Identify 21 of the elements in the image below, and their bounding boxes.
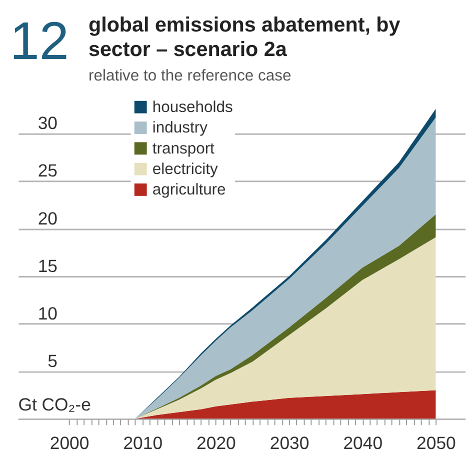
x-tick-label: 2050 (416, 432, 456, 453)
legend-label: transport (152, 140, 216, 158)
legend-label: electricity (152, 160, 218, 178)
y-tick-label: 15 (38, 256, 58, 276)
x-tick-label: 2000 (50, 432, 90, 453)
y-axis-title: Gt CO₂-e (18, 394, 92, 414)
legend-label: industry (152, 120, 208, 137)
x-tick-label: 2020 (196, 432, 236, 453)
y-tick-label: 25 (38, 160, 58, 181)
text: 12 (10, 12, 69, 71)
x-tick-label: 2010 (123, 432, 163, 453)
y-tick-label: 10 (38, 303, 58, 324)
y-tick-label: 5 (48, 350, 58, 371)
legend-label: households (152, 99, 233, 116)
chart-subtitle: relative to the reference case (88, 68, 292, 85)
x-tick-label: 2030 (270, 432, 310, 453)
legend-label: agriculture (152, 182, 226, 199)
y-tick-label: 30 (38, 113, 58, 134)
y-tick-label: 20 (38, 208, 58, 228)
chart-title: global emissions abatement, by sector – scenario 2a (88, 13, 401, 61)
x-tick-label: 2040 (343, 432, 383, 453)
